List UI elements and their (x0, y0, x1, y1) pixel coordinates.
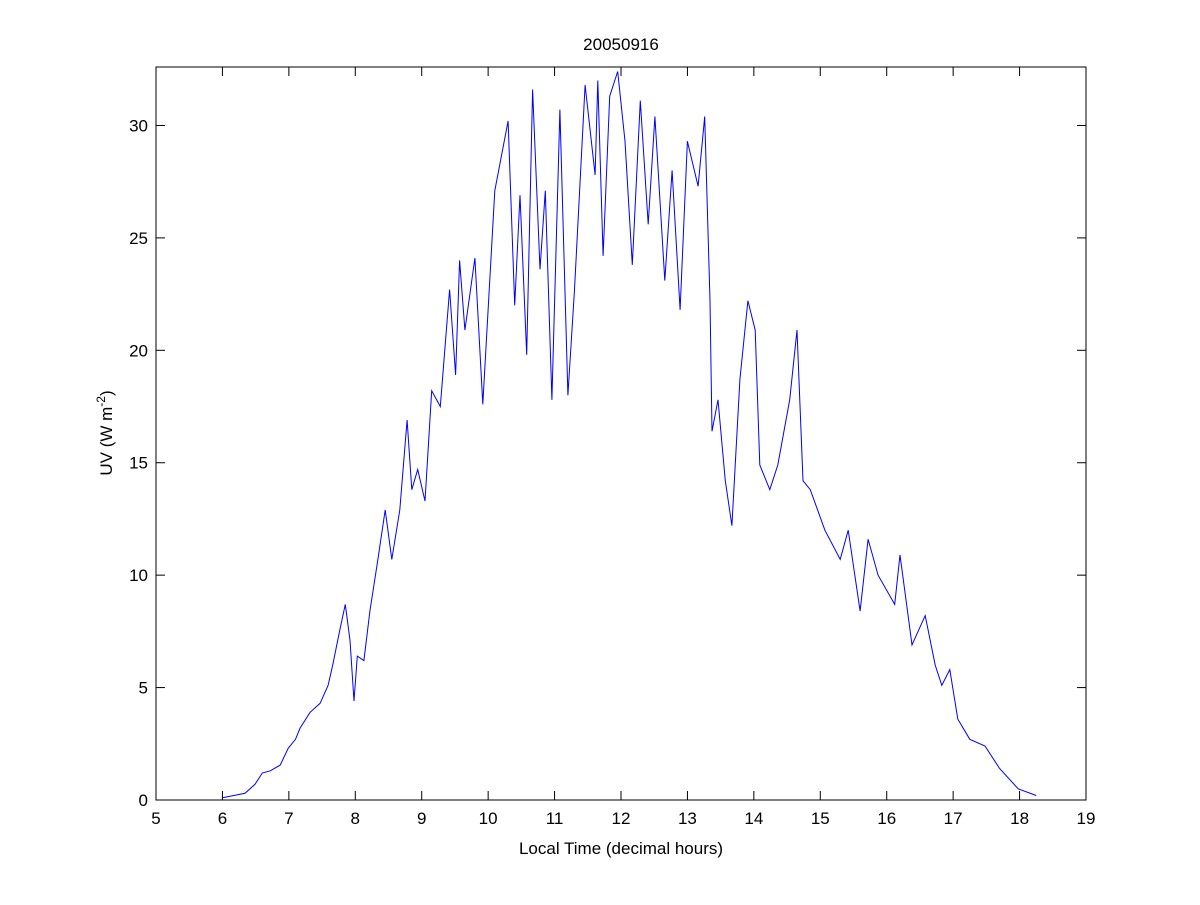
x-tick-label: 13 (678, 809, 697, 828)
x-axis-label: Local Time (decimal hours) (519, 839, 723, 858)
x-tick-label: 7 (284, 809, 293, 828)
x-tick-label: 6 (218, 809, 227, 828)
y-tick-label: 5 (139, 679, 148, 698)
x-tick-label: 18 (1010, 809, 1029, 828)
x-tick-label: 11 (546, 809, 564, 828)
plot-area (155, 66, 1087, 801)
chart-title: 20050916 (583, 35, 659, 54)
y-tick-label: 15 (129, 454, 148, 473)
x-tick-label: 19 (1077, 809, 1096, 828)
y-tick-label: 0 (139, 791, 148, 810)
x-tick-label: 9 (417, 809, 426, 828)
uv-series-line (222, 71, 1037, 799)
y-axis-label-main: UV (W m (97, 407, 116, 476)
x-tick-label: 8 (351, 809, 360, 828)
y-tick-label: 20 (129, 341, 148, 360)
y-axis-label-close: ) (97, 390, 116, 396)
x-tick-label: 14 (744, 809, 763, 828)
y-tick-label: 30 (129, 116, 148, 135)
x-tick-label: 17 (944, 809, 963, 828)
x-tick-label: 16 (877, 809, 896, 828)
y-axis-label-superscript: -2 (94, 396, 108, 407)
x-tick-label: 10 (479, 809, 498, 828)
x-tick-label: 12 (612, 809, 631, 828)
y-tick-label: 25 (129, 229, 148, 248)
x-tick-label: 15 (811, 809, 830, 828)
y-axis-label: UV (W m-2) (94, 390, 116, 475)
y-tick-label: 10 (129, 566, 148, 585)
x-tick-label: 5 (151, 809, 160, 828)
